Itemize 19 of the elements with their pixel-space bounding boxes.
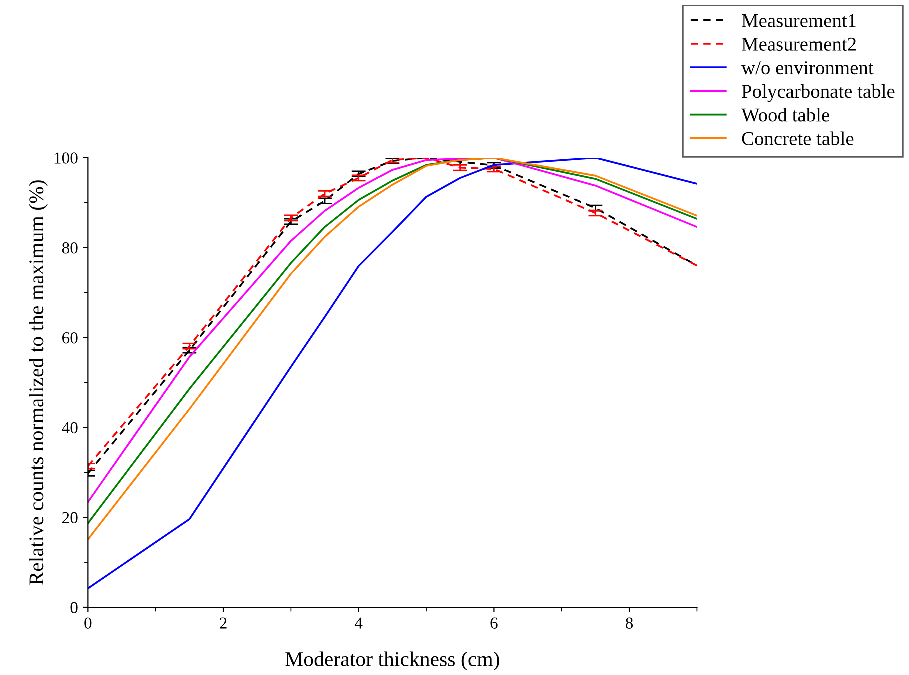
y-tick-label: 40 — [62, 422, 78, 434]
legend-label: Measurement1 — [742, 14, 856, 28]
legend-label: Concrete table — [742, 132, 854, 146]
x-tick-label: 4 — [355, 618, 363, 629]
legend-label: Polycarbonate table — [742, 84, 895, 102]
x-tick-label: 0 — [84, 618, 92, 629]
x-tick-label: 2 — [220, 618, 227, 629]
y-axis-title: Relative counts normalized to the maximum (%) — [29, 180, 48, 586]
y-tick-label: 60 — [62, 332, 78, 344]
x-tick-label: 6 — [490, 618, 498, 629]
legend-label: w/o environment — [742, 62, 874, 75]
x-axis-title: Moderator thickness (cm) — [286, 652, 500, 671]
y-tick-label: 20 — [62, 512, 78, 524]
y-tick-label: 0 — [70, 602, 78, 614]
y-tick-label: 80 — [62, 242, 78, 254]
legend-label: Measurement2 — [742, 38, 856, 51]
y-tick-label: 100 — [54, 152, 78, 164]
x-tick-label: 8 — [626, 618, 634, 629]
legend-label: Wood table — [742, 108, 830, 122]
